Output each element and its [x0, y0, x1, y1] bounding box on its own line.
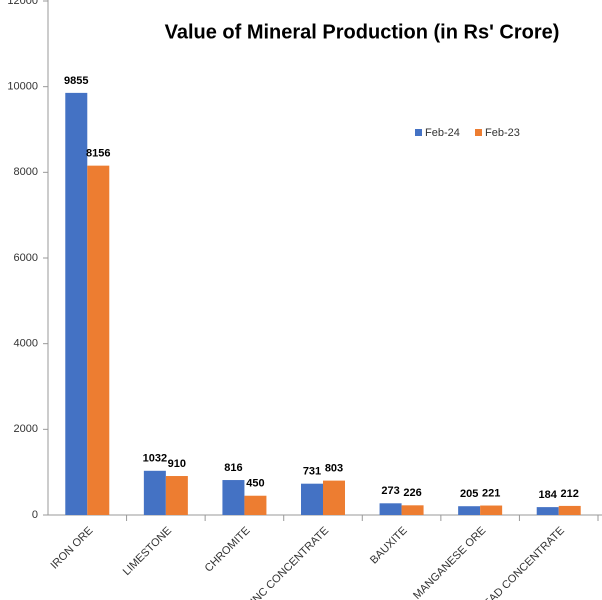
bar: [536, 507, 559, 515]
legend-label: Feb-24: [425, 127, 460, 139]
bar: [323, 480, 345, 515]
bar: [558, 505, 581, 515]
bar: [65, 92, 88, 515]
bar: [143, 470, 166, 515]
bar: [222, 480, 245, 515]
y-tick-label: 12000: [7, 0, 38, 7]
value-label: 221: [482, 487, 500, 499]
bar: [480, 505, 503, 515]
bar: [458, 506, 481, 515]
y-tick-label: 10000: [7, 81, 38, 93]
value-label: 450: [246, 478, 264, 490]
value-label: 273: [381, 485, 399, 497]
bar: [87, 165, 110, 515]
value-label: 803: [325, 463, 343, 475]
value-label: 731: [303, 466, 321, 478]
value-label: 1032: [143, 453, 167, 465]
value-label: 8156: [86, 148, 110, 160]
bar: [401, 505, 424, 515]
y-tick-label: 2000: [14, 423, 38, 435]
legend-label: Feb-23: [485, 127, 520, 139]
y-tick-label: 6000: [14, 252, 38, 264]
bar: [301, 483, 323, 515]
y-tick-label: 4000: [14, 338, 38, 350]
bar: [165, 476, 188, 515]
bar: [244, 495, 267, 515]
value-label: 226: [403, 487, 421, 499]
y-tick-label: 0: [32, 509, 38, 521]
value-label: 9855: [64, 75, 88, 87]
y-tick-label: 8000: [14, 166, 38, 178]
legend-swatch: [475, 129, 482, 136]
value-label: 205: [460, 488, 478, 500]
value-label: 816: [224, 462, 242, 474]
value-label: 910: [168, 458, 186, 470]
chart-title: Value of Mineral Production (in Rs' Cror…: [165, 21, 560, 43]
value-label: 212: [561, 488, 579, 500]
bar: [379, 503, 402, 515]
value-label: 184: [539, 489, 558, 501]
legend-swatch: [415, 129, 422, 136]
